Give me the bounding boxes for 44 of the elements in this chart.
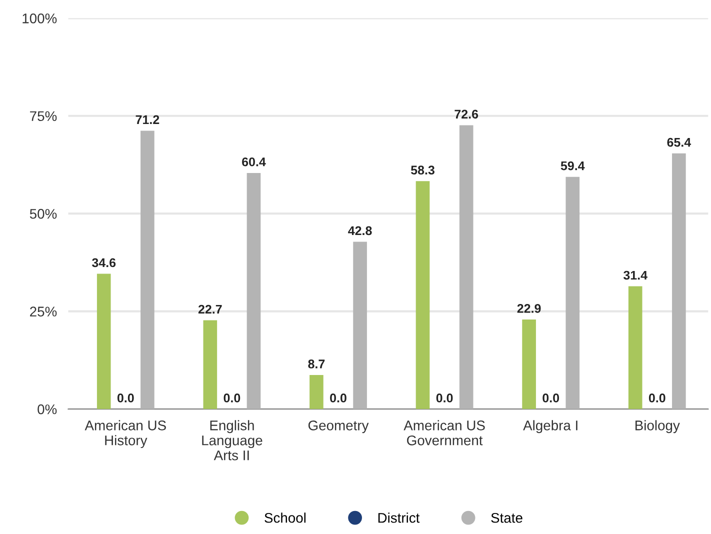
data-label: 8.7	[308, 360, 325, 368]
legend-label: State	[491, 512, 522, 523]
data-label: 60.4	[242, 157, 266, 166]
data-label: 0.0	[542, 394, 560, 402]
bar	[672, 153, 686, 410]
legend-label: District	[378, 512, 420, 523]
bar	[566, 176, 580, 410]
x-tick-label: American US History	[84, 420, 166, 448]
bar	[353, 242, 367, 410]
x-tick-label: Algebra I	[523, 420, 578, 434]
y-tick-label: 0%	[38, 404, 57, 414]
bar	[203, 320, 218, 410]
data-label: 58.3	[410, 166, 434, 175]
data-label: 0.0	[330, 394, 346, 402]
y-tick-label: 25%	[30, 306, 57, 316]
legend-label: School	[264, 512, 306, 523]
bar	[246, 172, 261, 410]
bar	[310, 375, 324, 410]
x-tick-label: Geometry	[308, 420, 369, 434]
x-tick-label: Biology	[636, 420, 680, 434]
data-label: 34.6	[92, 258, 116, 268]
y-tick-label: 50%	[30, 208, 57, 219]
data-label: 31.4	[623, 270, 648, 280]
bar	[416, 181, 430, 410]
data-label: 42.8	[348, 226, 372, 236]
data-label: 0.0	[648, 394, 666, 402]
data-label: 0.0	[436, 394, 453, 402]
data-label: 22.7	[198, 304, 222, 314]
bar	[522, 320, 536, 410]
data-label: 59.4	[560, 161, 585, 170]
x-tick-label: English Language Arts II	[202, 420, 262, 460]
data-label: 72.6	[454, 110, 478, 119]
bar	[96, 274, 111, 410]
x-tick-label: American US Government	[404, 420, 485, 446]
bar	[628, 286, 642, 410]
data-label: 65.4	[667, 138, 692, 147]
data-label: 0.0	[117, 394, 134, 402]
y-tick-label: 100%	[22, 13, 57, 24]
data-label: 71.2	[136, 115, 160, 124]
data-label: 22.9	[517, 304, 541, 313]
bar	[140, 130, 154, 410]
data-label: 0.0	[224, 394, 240, 402]
bar	[459, 125, 474, 410]
y-tick-label: 75%	[30, 111, 57, 122]
